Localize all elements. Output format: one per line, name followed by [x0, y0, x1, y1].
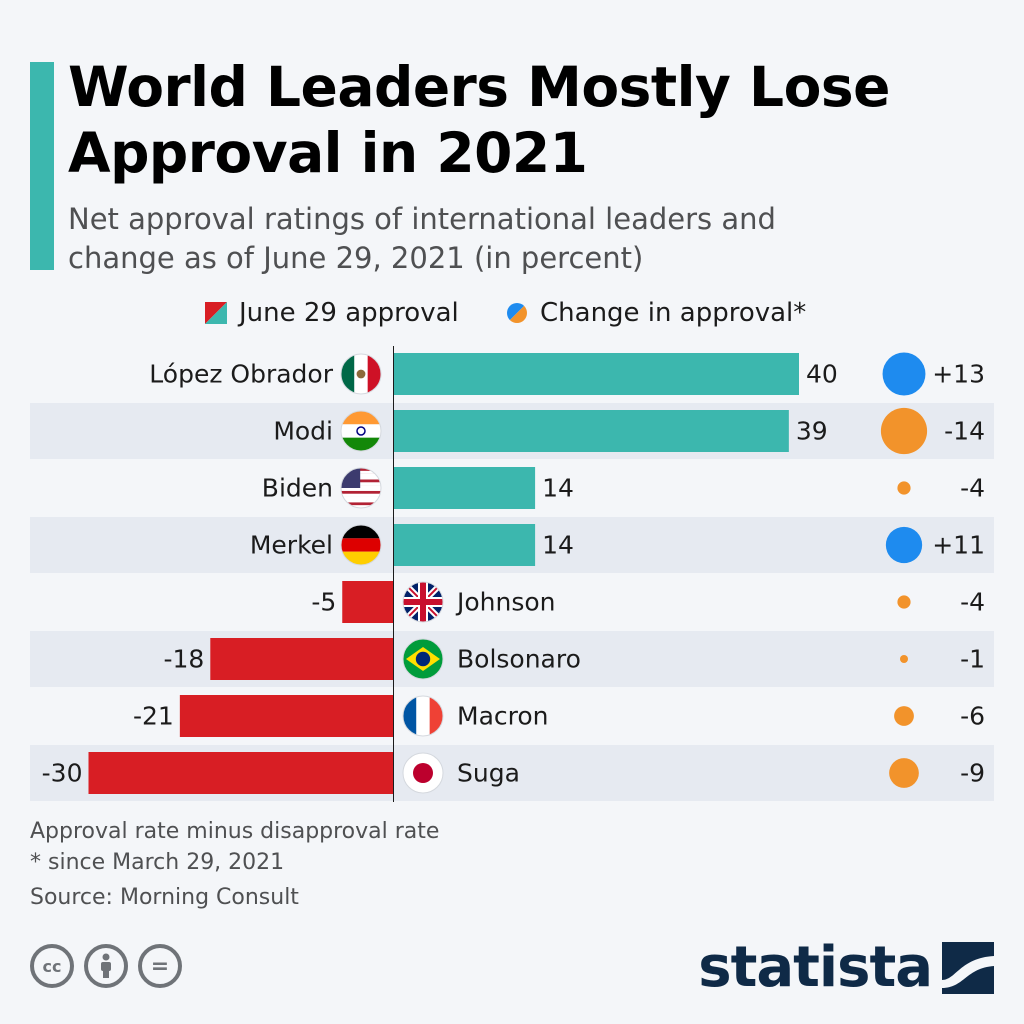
change-dot	[882, 352, 926, 396]
flag-ring	[402, 581, 444, 623]
brazil-flag	[403, 639, 443, 679]
mexico-flag	[341, 354, 381, 394]
legend: June 29 approval Change in approval*	[0, 296, 1024, 336]
leader-name-label: Merkel	[250, 531, 333, 560]
brand-wordmark: statista	[698, 935, 933, 1000]
flag-ring	[340, 467, 382, 509]
germany-flag	[341, 525, 381, 565]
flag-ring	[340, 353, 382, 395]
change-value-label: -4	[960, 474, 985, 503]
approval-value-label: -18	[163, 645, 204, 674]
change-value-label: -6	[960, 702, 985, 731]
person-icon	[101, 953, 111, 978]
cc-icon[interactable]: cc	[30, 944, 74, 988]
change-dot	[900, 655, 908, 663]
source-note: Source: Morning Consult	[30, 885, 299, 910]
bar-chart: 40 López Obrador +13 39 Modi -14 14 Biden -4 14 Me…	[42, 346, 985, 802]
approval-bar	[342, 581, 393, 623]
legend-change-label: Change in approval*	[540, 298, 807, 328]
leader-name-label: Biden	[262, 474, 333, 503]
license-icons: cc =	[30, 944, 182, 988]
change-value-label: -9	[960, 759, 985, 788]
attribution-icon[interactable]	[84, 944, 128, 988]
flag-ring	[340, 410, 382, 452]
france-flag	[403, 696, 443, 736]
india-flag	[341, 411, 381, 451]
statista-logo-icon	[942, 942, 994, 994]
approval-value-label: -5	[311, 588, 336, 617]
flag-ring	[340, 524, 382, 566]
no-derivatives-icon[interactable]: =	[138, 944, 182, 988]
chart-subtitle: Net approval ratings of international le…	[68, 202, 776, 275]
approval-value-label: 40	[806, 360, 838, 389]
leader-name-label: Modi	[273, 417, 333, 446]
chart-title: World Leaders Mostly Lose Approval in 20…	[68, 55, 890, 185]
approval-value-label: -21	[133, 702, 174, 731]
legend-approval-label: June 29 approval	[239, 298, 459, 328]
chart-area: 40 López Obrador +13 39 Modi -14 14 Biden -4 14 Me…	[0, 346, 1024, 806]
flag-ring	[402, 752, 444, 794]
title-accent-bar	[30, 62, 54, 270]
change-value-label: -14	[944, 417, 985, 446]
change-value-label: -4	[960, 588, 985, 617]
flag-ring	[402, 695, 444, 737]
change-value-label: +13	[932, 360, 985, 389]
change-value-label: +11	[932, 531, 985, 560]
change-dot	[889, 758, 919, 788]
footnotes: Approval rate minus disapproval rate * s…	[30, 816, 439, 913]
usa-flag	[341, 468, 381, 508]
approval-bar	[393, 410, 789, 452]
flag-ring	[402, 638, 444, 680]
change-dot	[897, 595, 911, 609]
approval-bar	[210, 638, 393, 680]
legend-change: Change in approval*	[506, 298, 806, 328]
change-dot	[885, 526, 923, 564]
change-dot	[894, 706, 914, 726]
leader-name-label: Johnson	[455, 588, 556, 617]
approval-swatch-icon	[205, 302, 227, 324]
approval-value-label: -30	[42, 759, 83, 788]
leader-name-label: López Obrador	[149, 360, 333, 389]
cc-icon-label: cc	[42, 956, 62, 976]
uk-flag	[403, 582, 443, 622]
nd-icon-label: =	[150, 953, 170, 979]
approval-bar	[393, 524, 536, 566]
change-value-label: -1	[960, 645, 985, 674]
leader-name-label: Bolsonaro	[457, 645, 581, 674]
approval-value-label: 14	[542, 474, 574, 503]
legend-approval: June 29 approval	[205, 298, 459, 328]
change-dot	[897, 481, 911, 495]
row-band	[30, 631, 994, 687]
japan-flag	[403, 753, 443, 793]
footnote-since: * since March 29, 2021	[30, 850, 285, 875]
approval-bar	[393, 353, 799, 395]
approval-bar	[179, 695, 393, 737]
leader-name-label: Suga	[457, 759, 520, 788]
approval-bar	[88, 752, 393, 794]
change-swatch-icon	[507, 303, 527, 323]
footnote-definition: Approval rate minus disapproval rate	[30, 819, 440, 844]
approval-value-label: 39	[796, 417, 828, 446]
statista-logo[interactable]: statista	[698, 938, 994, 998]
leader-name-label: Macron	[457, 702, 549, 731]
approval-value-label: 14	[542, 531, 574, 560]
change-dot	[880, 407, 928, 455]
approval-bar	[393, 467, 536, 509]
